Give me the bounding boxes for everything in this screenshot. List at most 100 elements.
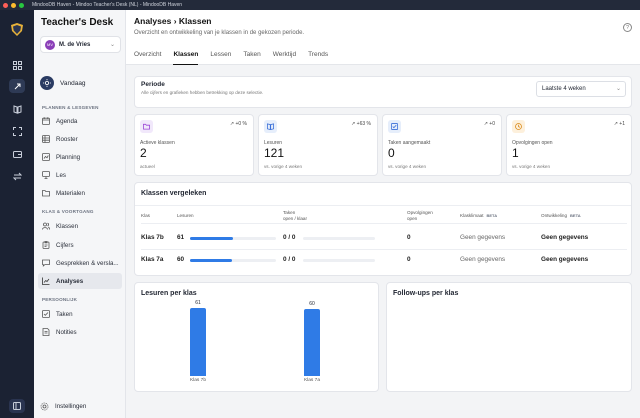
wallet-icon[interactable]	[9, 147, 25, 161]
card-title: Klassen vergeleken	[141, 190, 207, 197]
sidebar-item-agenda[interactable]: Agenda	[38, 113, 122, 129]
chart-bar	[304, 309, 320, 376]
book-icon[interactable]	[9, 102, 25, 116]
sidebar-item-klassen[interactable]: Klassen	[38, 218, 122, 234]
app-logo-icon	[9, 22, 25, 36]
sidebar-item-instellingen[interactable]: Instellingen	[40, 402, 86, 411]
stat-trend: ↗ +63 %	[351, 121, 371, 127]
sidebar-toggle-icon[interactable]	[9, 399, 25, 413]
stat-trend: ↗ +1	[613, 121, 625, 127]
col-taken-sub: open / klaar	[283, 215, 308, 221]
tab-lessen[interactable]: Lessen	[210, 51, 232, 58]
window-title: MindooDB Haven - Mindoo Teacher's Desk (…	[32, 2, 183, 8]
chart-x-label: Klas 7b	[190, 378, 206, 383]
stat-label: Opvolgingen open	[512, 140, 553, 146]
sidebar-item-label: Taken	[56, 310, 73, 318]
stat-note: vs. vorige 4 weken	[512, 164, 551, 169]
periode-title: Periode	[141, 81, 165, 88]
stat-label: Lesuren	[264, 140, 283, 146]
sidebar-item-gesprekken[interactable]: Gesprekken & versla...	[38, 255, 122, 271]
gear-icon	[40, 402, 49, 411]
col-ontwikkeling: Ontwikkeling BETA	[541, 213, 581, 219]
stat-card-actieve-klassen: ↗ +0 % Actieve klassen 2 actueel	[134, 114, 254, 176]
col-lesuren: Lesuren	[177, 213, 194, 218]
sidebar-item-label: Analyses	[56, 277, 84, 285]
stat-card-taken: ↗ +0 Taken aangemaakt 0 vs. vorige 4 wek…	[382, 114, 502, 176]
lesuren-bar-fill	[190, 258, 233, 262]
window-titlebar: MindooDB Haven - Mindoo Teacher's Desk (…	[0, 0, 640, 10]
checklist-icon	[42, 310, 50, 318]
col-ontwikkeling-title: Ontwikkeling	[541, 213, 568, 218]
stat-note: actueel	[140, 164, 155, 169]
row-lesuren: 60	[177, 256, 185, 263]
icon-rail	[0, 10, 34, 418]
clipboard-icon	[42, 241, 50, 249]
sidebar-item-les[interactable]: Les	[38, 167, 122, 183]
lesuren-chart: 61 Klas 7b 60 Klas 7a	[135, 283, 380, 393]
row-lesuren: 61	[177, 234, 185, 241]
grid-icon	[42, 135, 50, 143]
row-ontwikkeling: Geen gegevens	[541, 234, 589, 241]
scan-icon[interactable]	[9, 124, 25, 138]
page-subtitle: Overzicht en ontwikkeling van je klassen…	[134, 30, 305, 36]
sidebar-item-analyses[interactable]: Analyses	[38, 273, 122, 289]
chart-x-label: Klas 7a	[304, 378, 320, 383]
row-ontwikkeling: Geen gegevens	[541, 256, 589, 263]
tab-klassen[interactable]: Klassen	[173, 51, 199, 65]
breadcrumb: Analyses › Klassen	[134, 16, 212, 26]
sidebar-item-label: Instellingen	[55, 403, 87, 410]
chart-bar	[190, 308, 206, 376]
sidebar-item-label: Klassen	[56, 222, 79, 230]
sidebar-item-label: Gesprekken & versla...	[56, 259, 119, 267]
close-window-button[interactable]	[3, 2, 8, 8]
section-klas: KLAS & VOORTGANG	[42, 209, 94, 214]
sidebar-item-rooster[interactable]: Rooster	[38, 131, 122, 147]
card-title: Lesuren per klas	[141, 290, 197, 297]
tab-trends[interactable]: Trends	[308, 51, 329, 58]
sidebar-item-taken[interactable]: Taken	[38, 306, 122, 322]
sidebar-item-planning[interactable]: Planning	[38, 149, 122, 165]
col-klasklimaat-title: Klasklimaat	[460, 213, 484, 218]
divider	[141, 223, 627, 224]
calendar-icon	[42, 117, 50, 125]
taken-bar	[303, 258, 375, 262]
sidebar-item-vandaag[interactable]: Vandaag	[40, 76, 86, 90]
sidebar-item-notities[interactable]: Notities	[38, 324, 122, 340]
sidebar-item-label: Planning	[56, 153, 81, 161]
stat-value: 121	[264, 146, 285, 160]
notes-icon	[42, 328, 50, 336]
row-klas: Klas 7b	[141, 234, 164, 241]
card-title: Follow-ups per klas	[393, 290, 459, 297]
sidebar-item-materialen[interactable]: Materialen	[38, 185, 122, 201]
dashboard-icon[interactable]	[9, 58, 25, 72]
chart-data-label: 61	[195, 300, 201, 306]
sidebar-item-label: Les	[56, 171, 66, 179]
section-persoonlijk: PERSOONLIJK	[42, 297, 78, 302]
tab-werktijd[interactable]: Werktijd	[272, 51, 297, 58]
periode-select[interactable]: Laatste 4 weken ⌄	[536, 81, 626, 97]
tab-overzicht[interactable]: Overzicht	[134, 51, 162, 58]
transfer-icon[interactable]	[9, 169, 25, 183]
lesuren-per-klas-card: Lesuren per klas 61 Klas 7b 60 Klas 7a	[134, 282, 379, 392]
beta-badge: BETA	[486, 213, 498, 218]
stat-value: 1	[512, 146, 519, 160]
stat-value: 2	[140, 146, 147, 160]
clock-icon	[512, 120, 525, 133]
stat-note: vs. vorige 4 weken	[264, 164, 303, 169]
help-icon[interactable]: ?	[623, 23, 632, 32]
row-taken: 0 / 0	[283, 234, 296, 241]
tab-taken[interactable]: Taken	[243, 51, 261, 58]
periode-subtitle: Alle cijfers en grafieken hebben betrekk…	[141, 90, 264, 95]
minimize-window-button[interactable]	[11, 2, 16, 8]
periode-card: Periode Alle cijfers en grafieken hebben…	[134, 76, 632, 108]
user-switcher[interactable]: MV M. de Vries ⌄	[40, 36, 121, 53]
col-taken: Taken open / klaar	[283, 210, 307, 221]
zoom-window-button[interactable]	[19, 2, 24, 8]
row-opvolgingen: 0	[407, 234, 411, 241]
rocket-icon[interactable]	[9, 79, 25, 93]
row-klimaat: Geen gegevens	[460, 234, 506, 241]
sidebar-item-cijfers[interactable]: Cijfers	[38, 237, 122, 253]
stat-label: Actieve klassen	[140, 140, 175, 146]
chevron-down-icon: ⌄	[109, 42, 115, 48]
stat-trend: ↗ +0 %	[229, 121, 247, 127]
